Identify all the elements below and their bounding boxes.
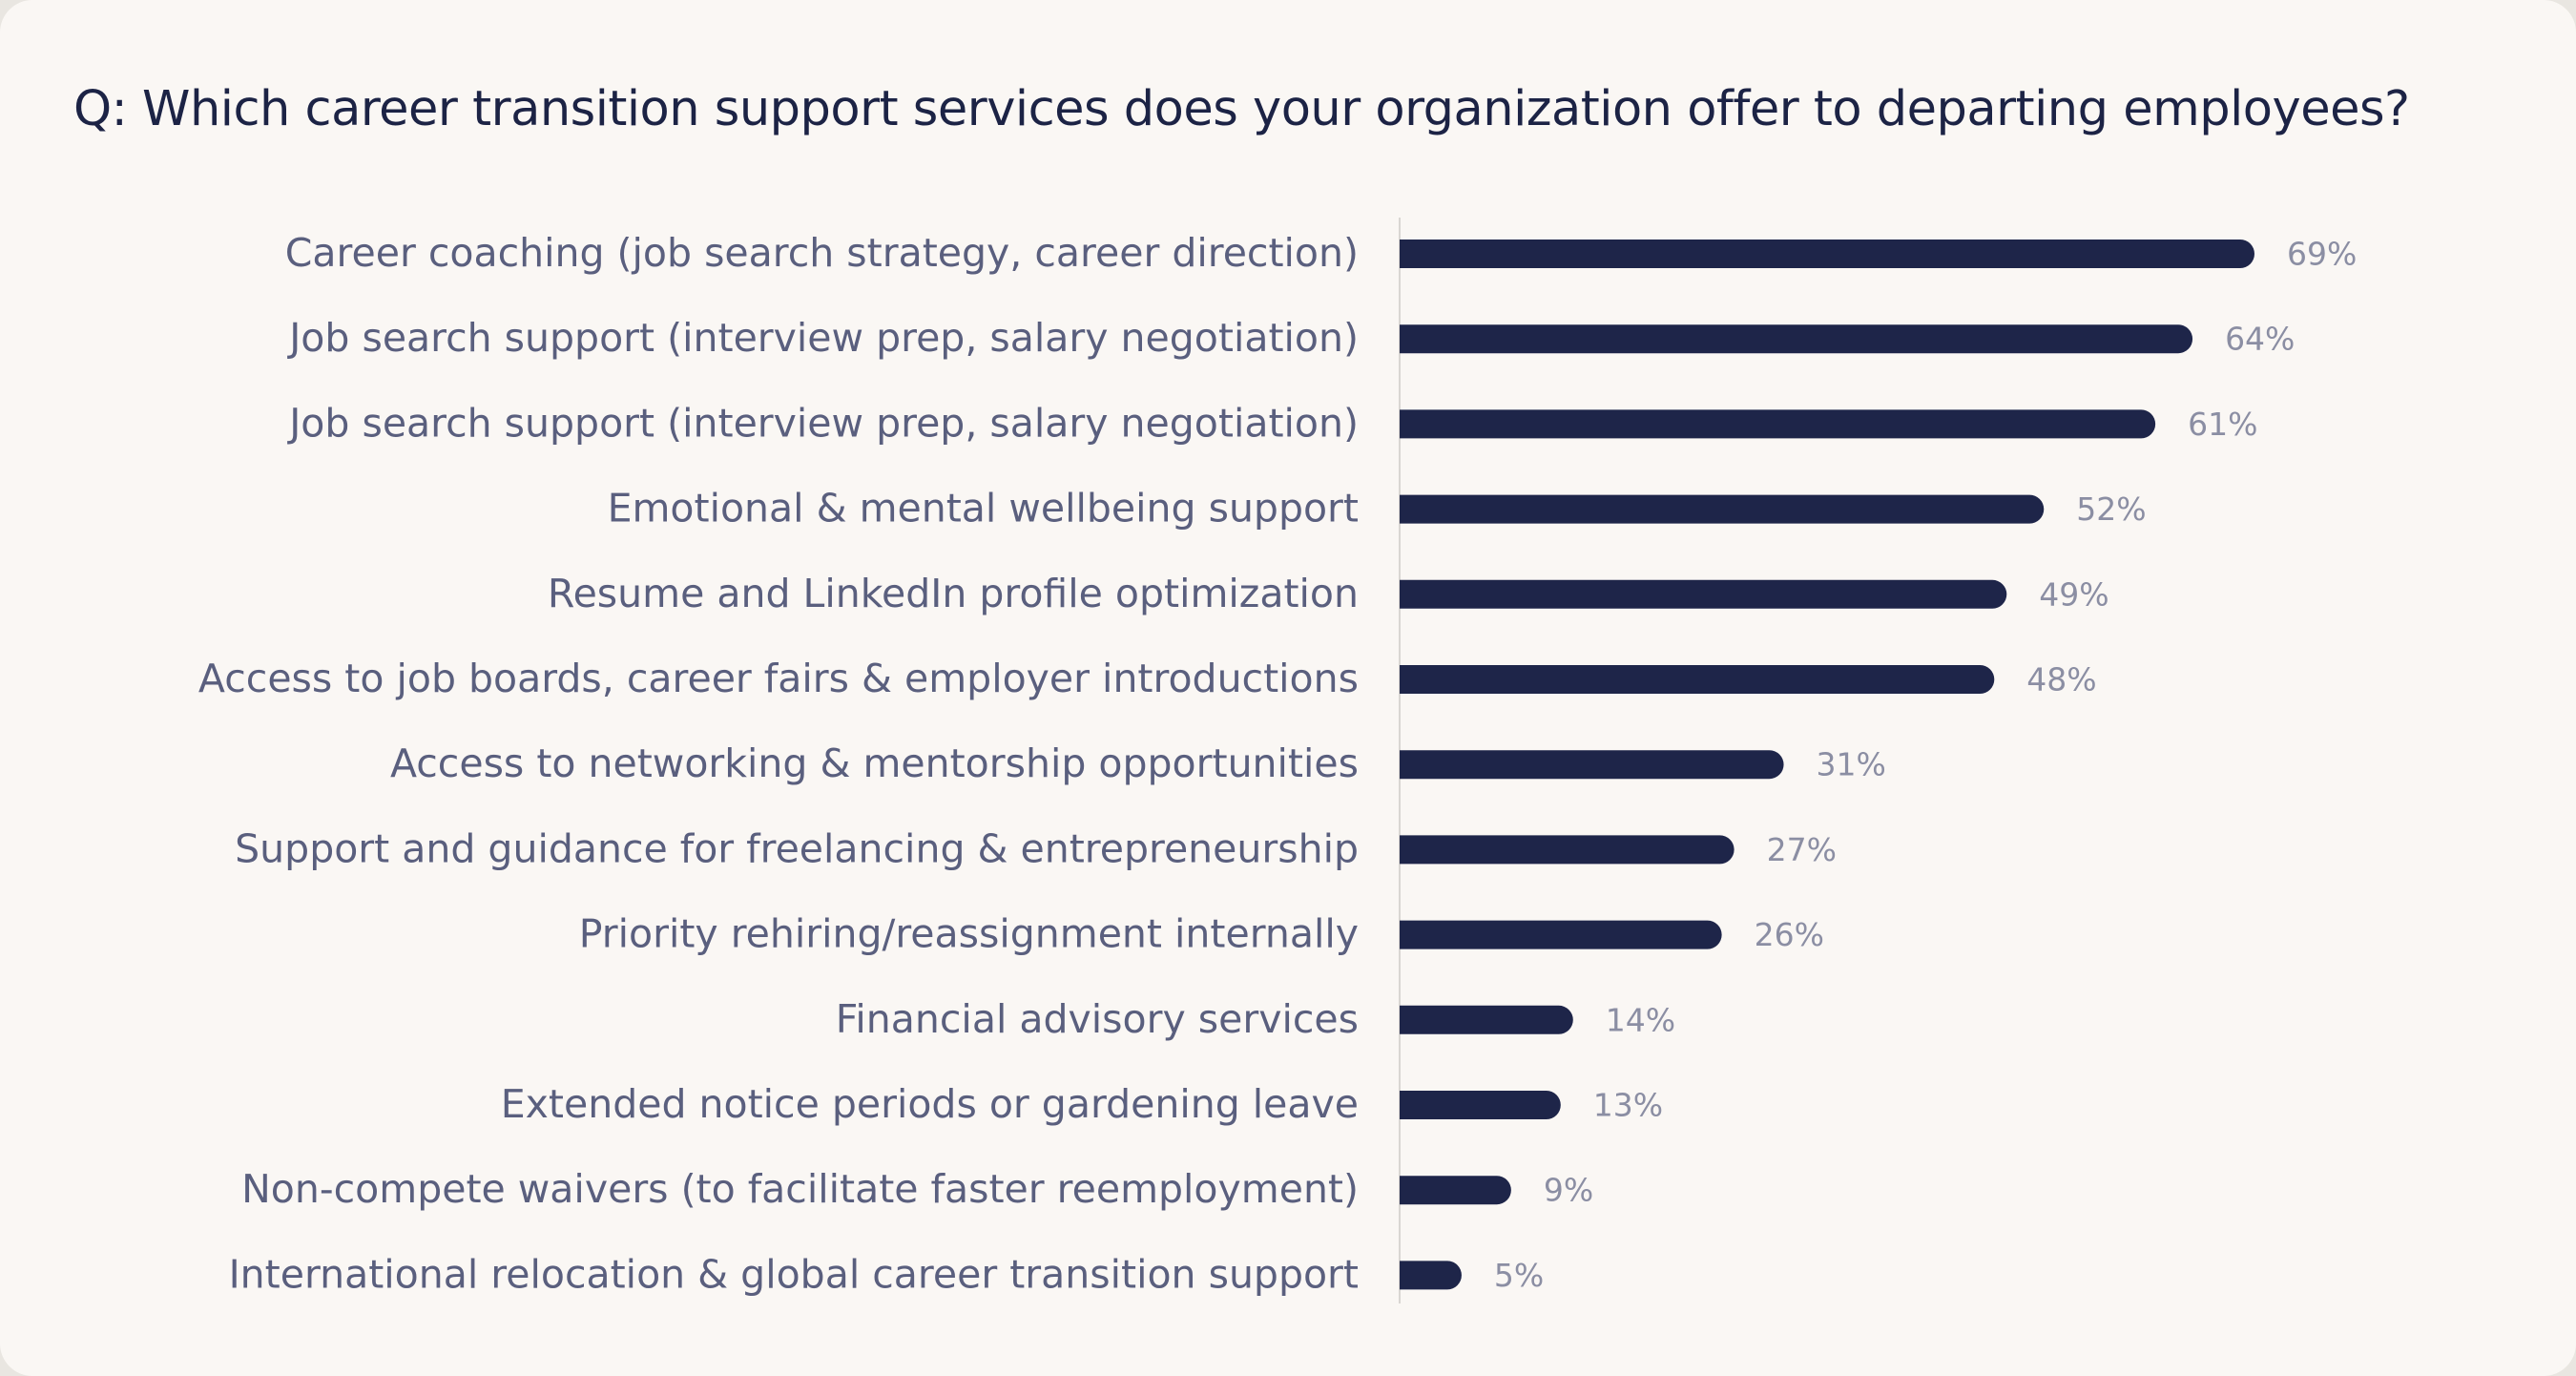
category-label: Resume and LinkedIn profile optimization (548, 571, 1359, 616)
data-label: 69% (2287, 236, 2357, 273)
bar (1400, 324, 2193, 354)
category-label: Career coaching (job search strategy, ca… (285, 230, 1359, 276)
bar (1400, 1176, 1511, 1205)
category-label: Non-compete waivers (to facilitate faste… (241, 1166, 1359, 1212)
bar (1400, 920, 1722, 949)
category-label: Job search support (interview prep, sala… (286, 315, 1359, 361)
data-label: 13% (1593, 1087, 1663, 1124)
bar (1400, 409, 2156, 439)
data-label: 64% (2225, 321, 2295, 358)
bar (1400, 579, 2007, 609)
bar (1400, 494, 2045, 524)
data-label: 9% (1544, 1172, 1593, 1209)
bar (1400, 240, 2254, 268)
bar (1400, 1005, 1573, 1034)
category-label: Priority rehiring/reassignment internall… (579, 911, 1359, 957)
data-label: 27% (1767, 831, 1837, 868)
category-label: Access to networking & mentorship opport… (390, 740, 1359, 786)
category-label: Support and guidance for freelancing & e… (235, 825, 1359, 871)
data-label: 49% (2039, 575, 2109, 613)
chart-title: Q: Which career transition support servi… (73, 81, 2410, 137)
data-label: 52% (2076, 490, 2146, 528)
category-label: International relocation & global career… (229, 1251, 1359, 1297)
category-label: Job search support (interview prep, sala… (286, 400, 1359, 446)
data-label: 14% (1606, 1001, 1675, 1038)
data-label: 5% (1494, 1257, 1544, 1294)
bar (1400, 665, 1995, 694)
bar (1400, 1091, 1561, 1119)
data-label: 48% (2026, 661, 2096, 698)
category-label: Financial advisory services (836, 996, 1359, 1042)
bar (1400, 1261, 1462, 1290)
data-label: 31% (1817, 746, 1886, 783)
category-label: Emotional & mental wellbeing support (608, 486, 1359, 532)
data-label: 61% (2188, 406, 2257, 443)
bar (1400, 835, 1735, 865)
category-label: Access to job boards, career fairs & emp… (198, 656, 1359, 701)
category-label: Extended notice periods or gardening lea… (501, 1081, 1359, 1127)
data-label: 26% (1755, 916, 1824, 953)
bar (1400, 750, 1784, 780)
